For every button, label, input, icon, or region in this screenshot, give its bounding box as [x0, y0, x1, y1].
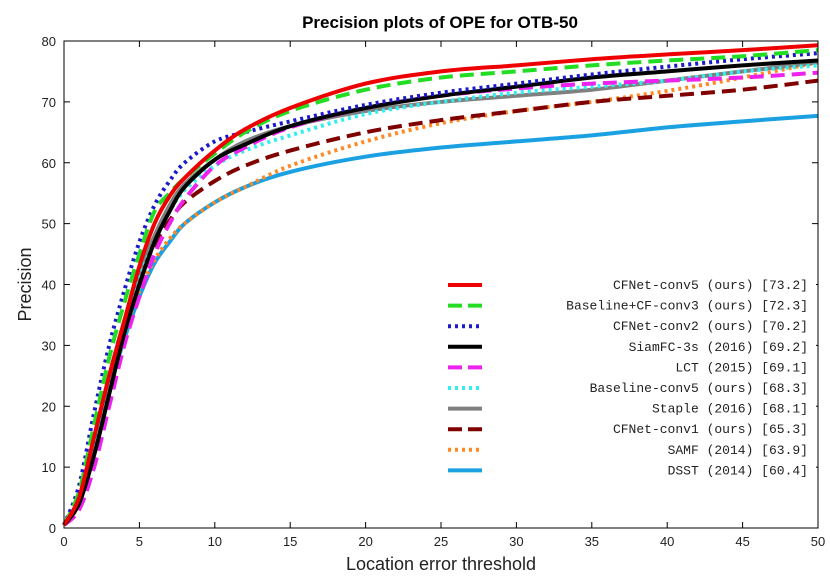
y-tick-label: 70 [42, 95, 56, 110]
legend-label: CFNet-conv1 (ours) [65.3] [613, 422, 808, 437]
y-tick-label: 40 [42, 278, 56, 293]
x-axis-label: Location error threshold [346, 554, 536, 574]
legend-label: SAMF (2014) [63.9] [668, 443, 808, 458]
y-tick-label: 30 [42, 338, 56, 353]
x-tick-label: 5 [136, 534, 143, 549]
series-line [62, 43, 819, 527]
legend-label: DSST (2014) [60.4] [668, 463, 808, 478]
legend-label: SiamFC-3s (2016) [69.2] [629, 340, 808, 355]
y-tick-label: 10 [42, 460, 56, 475]
x-tick-label: 25 [434, 534, 448, 549]
chart-title: Precision plots of OPE for OTB-50 [302, 13, 578, 32]
y-tick-label: 20 [42, 399, 56, 414]
series-line [62, 58, 819, 527]
legend-label: LCT (2015) [69.1] [675, 360, 808, 375]
y-tick-label: 60 [42, 156, 56, 171]
legend-label: CFNet-conv5 (ours) [73.2] [613, 278, 808, 293]
legend-background [440, 272, 816, 494]
x-tick-label: 20 [358, 534, 372, 549]
series-line [62, 70, 819, 527]
series-layer [62, 43, 819, 527]
legend-label: Baseline+CF-conv3 (ours) [72.3] [566, 299, 808, 314]
x-tick-label: 10 [208, 534, 222, 549]
x-tick-label: 35 [585, 534, 599, 549]
x-tick-label: 0 [60, 534, 67, 549]
y-axis-label: Precision [15, 247, 35, 321]
legend-label: Staple (2016) [68.1] [652, 402, 808, 417]
y-tick-label: 80 [42, 34, 56, 49]
y-tick-label: 0 [49, 521, 56, 536]
x-tick-label: 40 [660, 534, 674, 549]
legend: CFNet-conv5 (ours) [73.2] Baseline+CF-con… [440, 272, 816, 494]
axis-ticks: 0 5 10 15 20 25 30 35 40 45 50 0 10 20 30 40 50 60 70 80 [42, 34, 826, 549]
series-line [62, 51, 819, 526]
plot-frame [63, 40, 819, 529]
legend-label: CFNet-conv2 (ours) [70.2] [613, 319, 808, 334]
x-tick-label: 30 [509, 534, 523, 549]
series-line [62, 48, 819, 526]
x-tick-label: 15 [283, 534, 297, 549]
y-tick-label: 50 [42, 217, 56, 232]
legend-label: Baseline-conv5 (ours) [68.3] [590, 381, 808, 396]
x-tick-label: 50 [811, 534, 825, 549]
x-tick-label: 45 [735, 534, 749, 549]
